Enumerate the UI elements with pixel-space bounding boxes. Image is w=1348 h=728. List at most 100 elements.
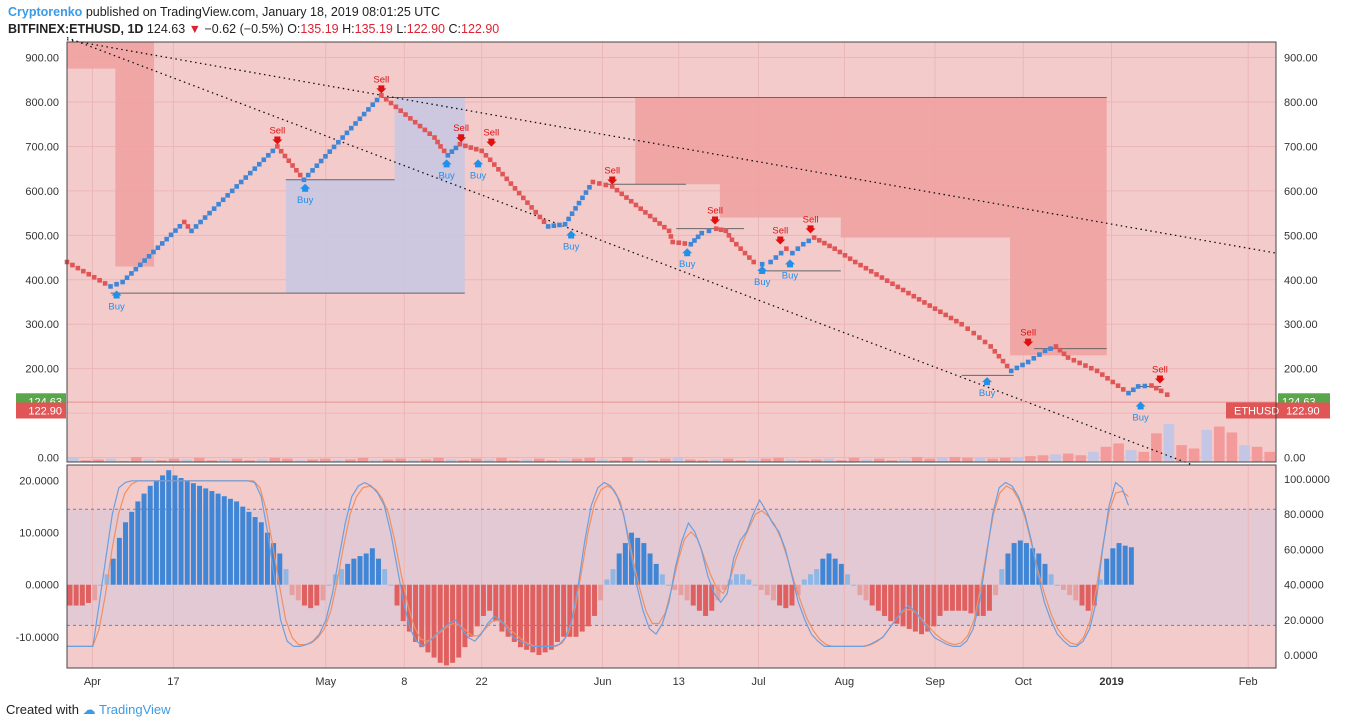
renko-brick — [1131, 387, 1136, 393]
renko-brick — [168, 232, 174, 238]
renko-brick — [551, 223, 557, 229]
volume-bar — [899, 459, 910, 462]
volume-bar — [760, 458, 772, 462]
histogram-bar — [949, 584, 955, 611]
histogram-bar — [1023, 543, 1029, 585]
renko-brick — [1025, 359, 1031, 365]
sell-label: Sell — [803, 214, 819, 225]
renko-brick — [247, 170, 253, 176]
renko-brick — [1115, 383, 1121, 389]
renko-brick — [408, 116, 413, 121]
chart-canvas[interactable]: Sell Buy Sell Buy Sell Buy Sell Buy Sell Buy Sell B… — [0, 0, 1348, 700]
histogram-bar — [104, 574, 110, 585]
volume-bar — [974, 456, 986, 462]
histogram-bar — [240, 506, 246, 585]
renko-brick — [216, 201, 221, 207]
price-tick-left: 500.00 — [25, 230, 59, 242]
histogram-bar — [86, 584, 91, 603]
renko-brick — [344, 130, 350, 136]
histogram-bar — [863, 584, 869, 601]
renko-brick — [487, 157, 493, 163]
footer-prefix: Created with — [6, 702, 79, 717]
author-link[interactable]: Cryptorenko — [8, 5, 83, 19]
volume-bar — [1251, 446, 1263, 462]
histogram-bar — [271, 543, 277, 585]
histogram-bar — [184, 480, 190, 585]
indicator-tick-left: 20.0000 — [19, 476, 59, 488]
histogram-bar — [517, 584, 523, 648]
renko-brick — [129, 271, 134, 276]
volume-bar — [533, 458, 545, 462]
renko-brick — [500, 171, 505, 177]
volume-bar — [307, 459, 318, 462]
histogram-bar — [814, 569, 820, 585]
renko-brick — [86, 271, 92, 277]
histogram-bar — [92, 584, 98, 601]
renko-brick — [374, 97, 380, 103]
volume-bar — [911, 456, 923, 462]
volume-bar — [647, 460, 658, 462]
x-tick-label: Jul — [752, 676, 766, 688]
volume-bar — [156, 460, 167, 462]
volume-bar — [823, 458, 835, 462]
volume-bar — [886, 460, 898, 462]
histogram-bar — [919, 584, 925, 635]
sell-arrow-icon — [710, 216, 721, 225]
x-tick-label: 2019 — [1099, 676, 1123, 688]
histogram-bar — [672, 584, 678, 590]
histogram-bar — [900, 584, 906, 627]
volume-bar — [68, 457, 79, 462]
price-tick-left: 700.00 — [25, 141, 59, 153]
histogram-bar — [382, 569, 388, 585]
volume-bar — [609, 460, 621, 462]
renko-brick — [773, 255, 779, 260]
histogram-bar — [326, 584, 332, 586]
renko-brick — [193, 224, 199, 229]
histogram-bar — [554, 584, 560, 642]
volume-bar — [1151, 433, 1162, 462]
renko-brick — [393, 104, 399, 110]
histogram-bar — [721, 584, 727, 590]
histogram-bar — [592, 584, 597, 616]
renko-brick — [81, 268, 86, 274]
renko-brick — [146, 253, 152, 259]
volume-bar — [395, 458, 407, 462]
price-tick-left: 800.00 — [25, 97, 59, 109]
renko-brick — [988, 344, 993, 349]
renko-brick — [1083, 363, 1088, 368]
tradingview-brand[interactable]: TradingView — [99, 702, 171, 717]
histogram-bar — [579, 584, 585, 632]
renko-brick — [1020, 362, 1025, 368]
renko-brick — [1065, 355, 1071, 360]
buy-label: Buy — [297, 195, 314, 206]
histogram-bar — [388, 584, 394, 586]
indicator-tick-left: 0.0000 — [25, 580, 59, 592]
renko-brick — [438, 144, 443, 149]
volume-bar — [471, 458, 482, 462]
renko-brick — [422, 127, 428, 133]
renko-brick — [533, 209, 539, 215]
histogram-bar — [703, 584, 709, 616]
x-tick-label: Apr — [84, 676, 101, 688]
volume-bar — [256, 459, 268, 462]
renko-brick — [662, 224, 667, 230]
renko-brick — [718, 227, 724, 233]
histogram-bar — [912, 584, 918, 632]
histogram-bar — [838, 563, 844, 585]
renko-brick — [508, 181, 514, 186]
histogram-bar — [1030, 548, 1036, 585]
volume-bar — [1025, 456, 1036, 462]
histogram-bar — [227, 498, 233, 585]
renko-brick — [173, 228, 178, 233]
renko-brick — [1077, 360, 1082, 366]
renko-brick — [275, 144, 280, 149]
indicator-tick-right: 20.0000 — [1284, 615, 1324, 627]
indicator-tick-right: 0.0000 — [1284, 650, 1318, 662]
renko-brick — [314, 163, 320, 169]
histogram-bar — [641, 543, 647, 585]
volume-bar — [269, 457, 281, 462]
buy-label: Buy — [1132, 413, 1149, 424]
volume-bar — [936, 457, 948, 462]
histogram-bar — [468, 584, 474, 637]
footer: Created with ☁ TradingView — [6, 702, 171, 718]
